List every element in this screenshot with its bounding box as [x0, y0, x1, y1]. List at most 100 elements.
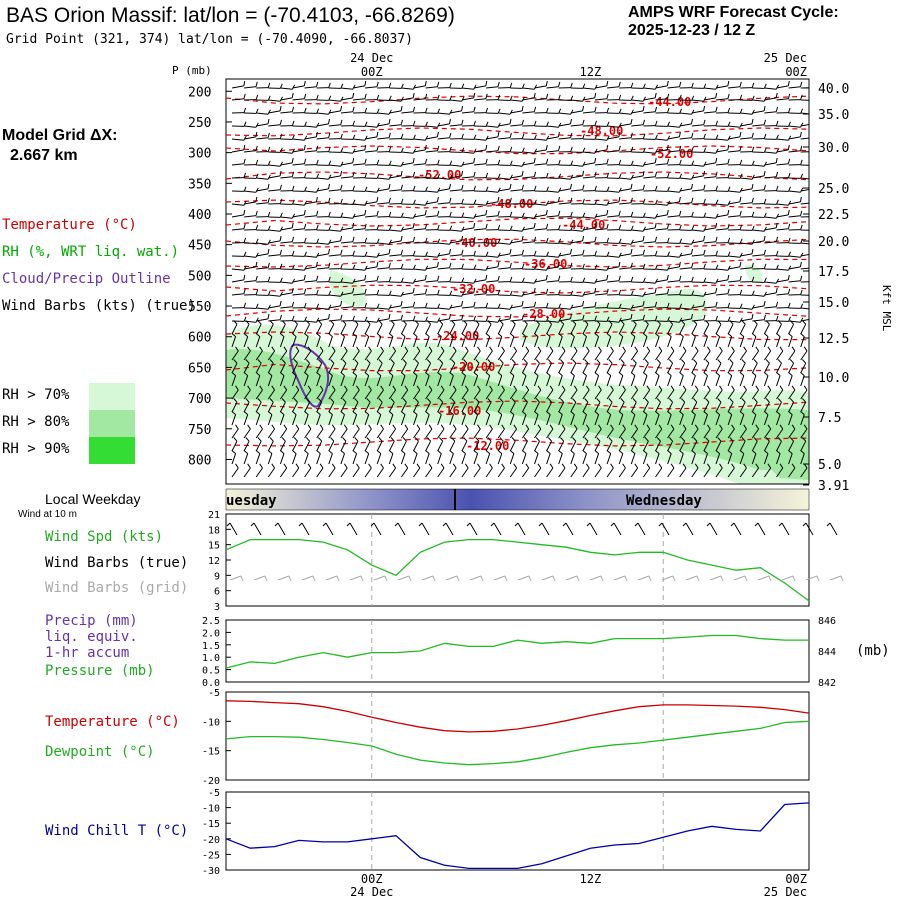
wind-barb-flag [376, 289, 380, 295]
wind-barb-flag [533, 315, 537, 321]
wind-barb [630, 389, 639, 400]
wind-barb [413, 350, 421, 361]
wind-barb-flag [570, 313, 572, 319]
wind-barb [449, 323, 456, 335]
wind-barb [679, 389, 687, 400]
wind-barb [631, 240, 644, 244]
wind-barb [425, 190, 438, 193]
wind-barb [256, 267, 269, 270]
wind-barb [679, 453, 684, 465]
surface-wind-barb [397, 522, 406, 536]
grid-point-label: Grid Point (321, 374) lat/lon = (-70.409… [6, 32, 413, 47]
wind-barb-flag [666, 288, 670, 294]
wind-barb-flag [340, 249, 343, 255]
wind-barb-flag [642, 411, 648, 415]
wind-barb-flag [316, 333, 321, 337]
wind-barb [643, 241, 656, 244]
wind-barb [728, 280, 741, 283]
wind-barb [570, 440, 577, 452]
wind-barb-flag [509, 132, 512, 138]
wind-barb [546, 414, 551, 426]
wind-barb [606, 323, 613, 335]
wind-barb [800, 440, 807, 452]
wind-barb-flag [424, 288, 428, 294]
wind-barb-flag [813, 240, 815, 245]
wind-barb [425, 255, 438, 258]
wind-barb [498, 242, 511, 245]
isotherm-line [226, 437, 809, 447]
wind-barb [255, 362, 262, 374]
y-tick-label: -5 [208, 688, 220, 699]
wind-barb [679, 188, 692, 192]
wind-barb-flag [570, 211, 573, 217]
wind-barb-flag [715, 315, 718, 321]
wind-barb-flag [376, 224, 380, 230]
wind-barb-flag [291, 185, 295, 191]
wind-barb [328, 414, 333, 426]
wind-barb [485, 414, 491, 426]
wind-barb [425, 389, 433, 400]
wind-barb-flag [354, 320, 359, 325]
wind-barb [582, 467, 590, 478]
wind-barb [558, 267, 571, 270]
wind-barb-flag [727, 372, 733, 376]
wind-barb [231, 163, 244, 166]
wind-barb-flag [291, 148, 296, 154]
wind-barb [776, 428, 784, 439]
wind-barb-flag [546, 237, 549, 243]
surface-wind-barb [277, 522, 286, 536]
wind-barb [691, 294, 704, 297]
wind-barb-flag [293, 437, 298, 442]
wind-barb-flag [679, 145, 682, 151]
wind-barb-flag [679, 252, 683, 258]
wind-barb-flag [800, 333, 805, 337]
wind-barb [727, 375, 733, 387]
wind-barb-flag [364, 158, 367, 164]
wind-barb [582, 111, 595, 114]
wind-barb-flag [307, 346, 312, 352]
wind-barb [377, 307, 390, 310]
wind-barb-flag [279, 249, 282, 255]
wind-barb-flag [582, 119, 585, 125]
height-tick-label: 20.0 [818, 235, 849, 250]
wind-barb [352, 467, 360, 478]
wind-barb-flag [606, 200, 610, 206]
wind-barb [473, 350, 481, 361]
wind-barb-flag [255, 372, 261, 376]
wind-barb-flag [412, 236, 416, 242]
wind-barb-flag [437, 94, 440, 100]
wind-barb-flag [509, 333, 515, 337]
wind-barb-flag [283, 424, 288, 430]
wind-barb-flag [392, 463, 397, 469]
wind-barb-flag [257, 398, 262, 403]
wind-barb [461, 323, 468, 335]
wind-barb [739, 428, 747, 439]
wind-barb-flag [558, 210, 561, 216]
wind-barb-flag [509, 262, 512, 268]
wind-barb [376, 323, 383, 335]
wind-barb [727, 453, 733, 465]
wind-barb [703, 281, 716, 284]
wind-barb [546, 362, 553, 374]
wind-barb-flag [378, 398, 383, 403]
wind-barb [509, 467, 518, 478]
top-time-label: 12Z [580, 65, 602, 79]
wind-barb [401, 97, 414, 101]
height-tick-label: 5.0 [818, 458, 841, 473]
wind-barb [364, 389, 372, 400]
model-grid-value: 2.667 km [10, 147, 78, 164]
wind-barb [570, 189, 583, 192]
wind-barb [570, 305, 583, 309]
wind-barb [461, 241, 474, 244]
wind-barb-flag [521, 333, 527, 337]
wind-barb-flag [437, 81, 440, 87]
wind-barb-flag [525, 346, 530, 352]
wind-barb-flag [743, 385, 747, 391]
wind-barb-flag [412, 301, 416, 307]
wind-barb [752, 305, 765, 309]
wind-barb-flag [304, 372, 309, 376]
wind-barb [231, 350, 239, 361]
wind-barb-flag [775, 148, 780, 154]
wind-barb [570, 164, 583, 167]
wind-barb [328, 294, 341, 297]
